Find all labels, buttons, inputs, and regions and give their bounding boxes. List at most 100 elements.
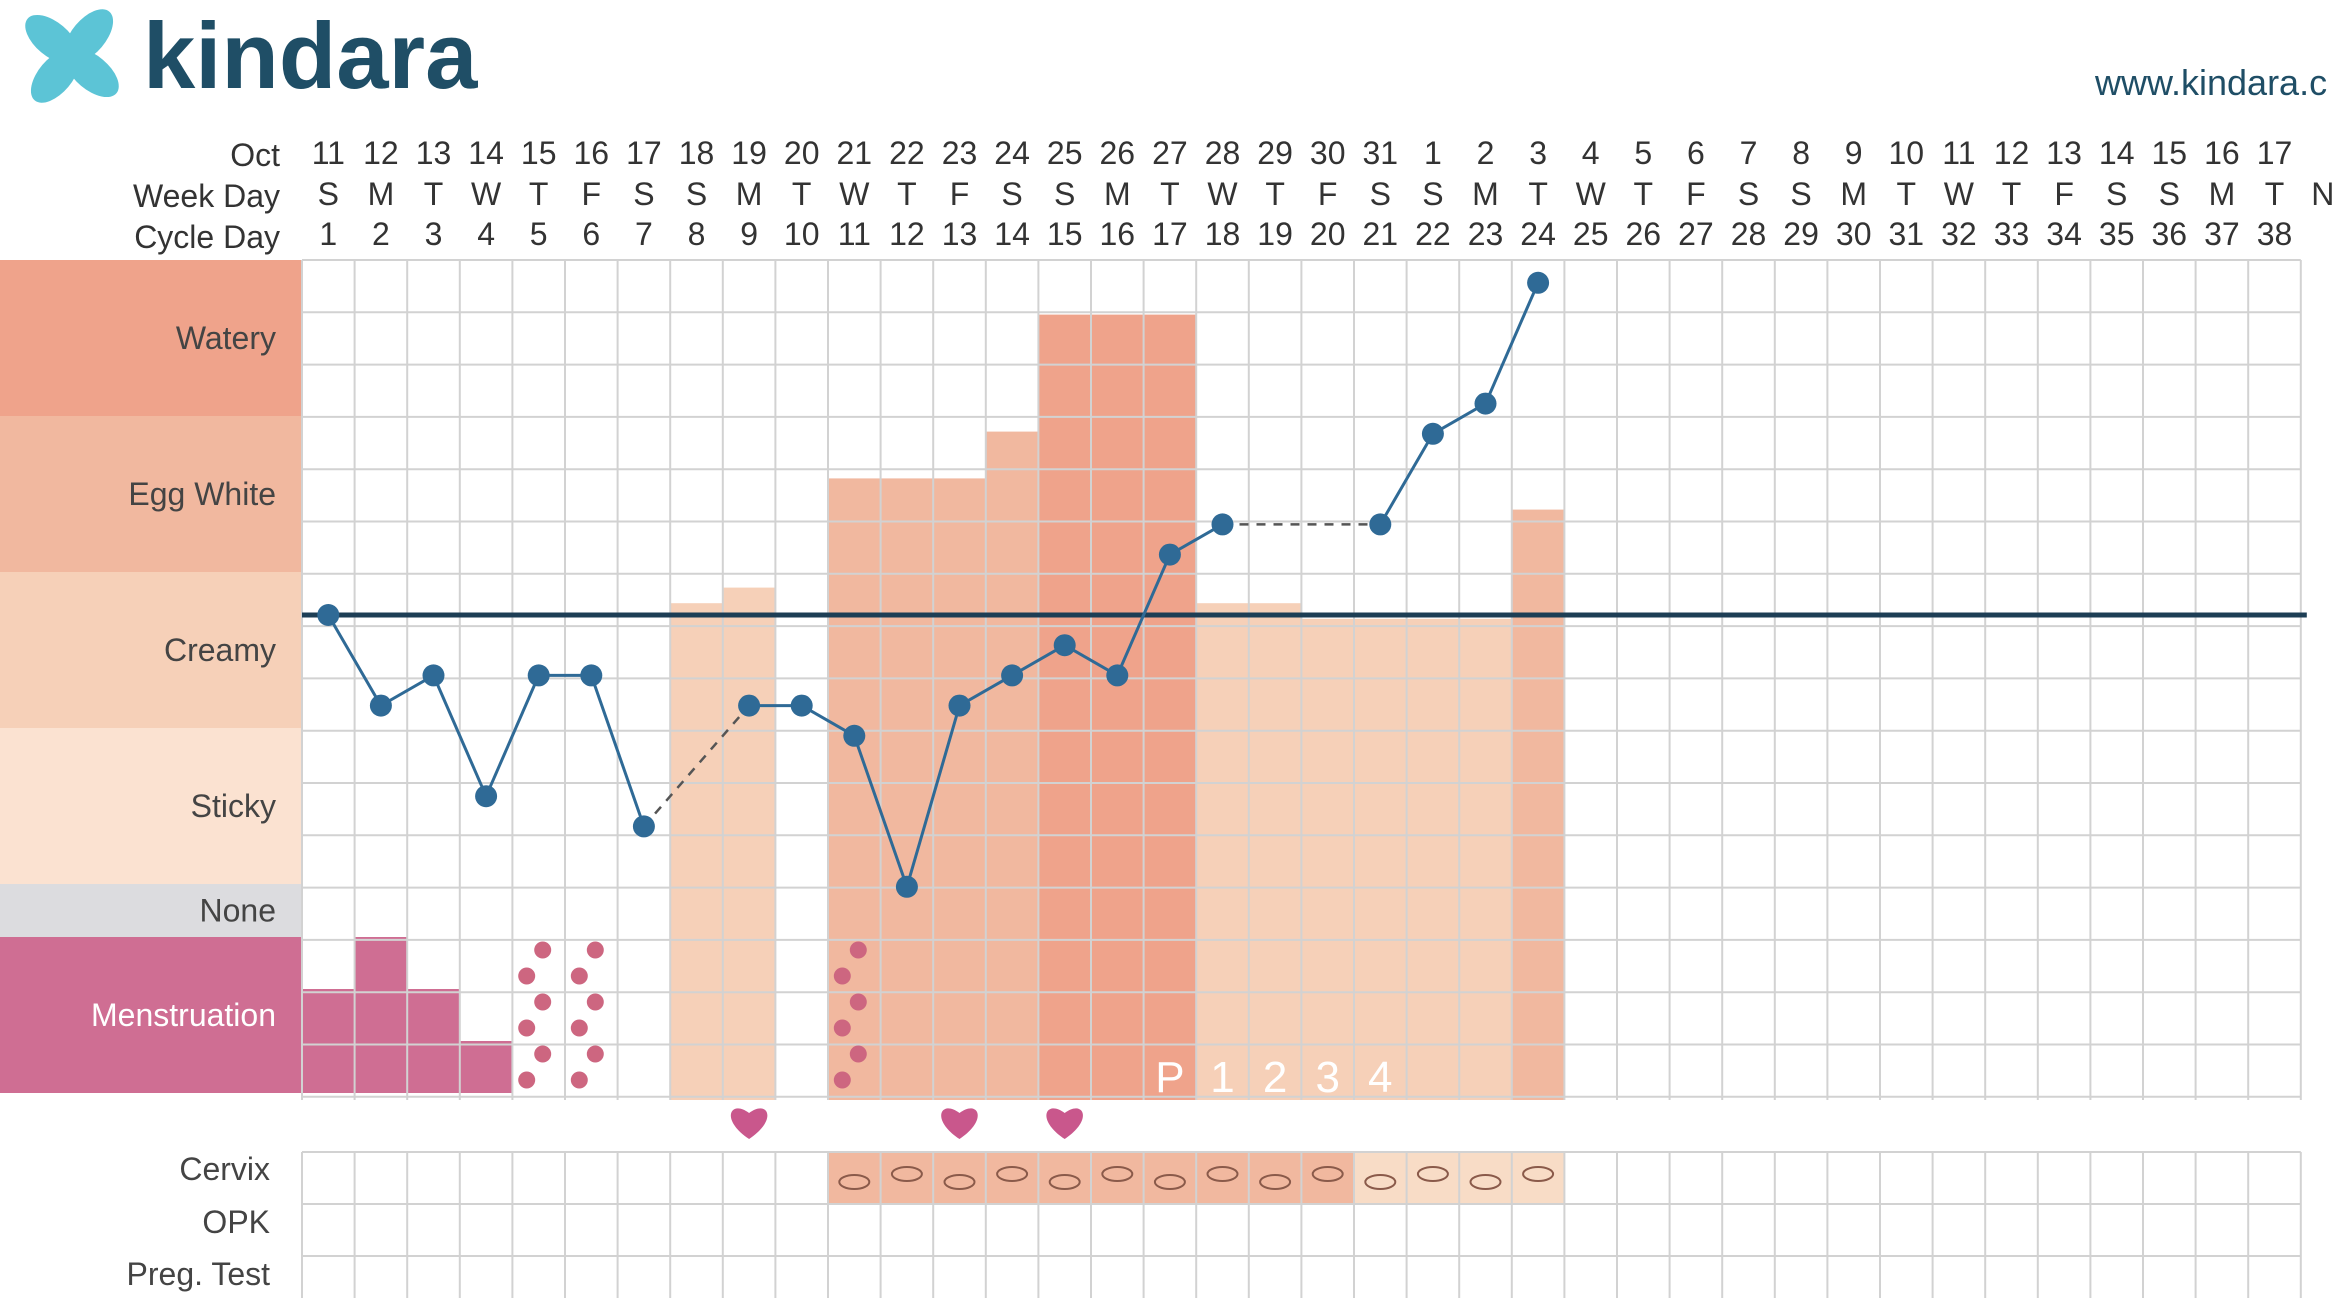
fluid-bar — [1091, 314, 1144, 1101]
date-label: 4 — [1582, 135, 1600, 171]
date-label: 1 — [1424, 135, 1442, 171]
cervix-cell — [985, 1152, 1039, 1204]
cycle-day-label: 10 — [784, 216, 820, 252]
weekday-label: S — [686, 176, 707, 212]
temperature-segment — [589, 674, 646, 827]
peak-label: P — [1155, 1053, 1184, 1102]
cycle-day-label: 24 — [1520, 216, 1556, 252]
spotting-dot — [518, 1071, 536, 1089]
spotting-dot — [833, 1071, 851, 1089]
cervix-mark — [1416, 1166, 1449, 1182]
fluid-bar — [985, 431, 1039, 1101]
cervix-cell — [828, 1152, 881, 1204]
bottom-label: OPK — [202, 1204, 270, 1240]
spotting-dot — [849, 993, 867, 1011]
menstruation-bar — [459, 1041, 513, 1093]
spotting-dot — [534, 1045, 552, 1063]
date-label: 7 — [1740, 135, 1758, 171]
date-label: 12 — [1994, 135, 2030, 171]
legend-label: None — [200, 893, 277, 929]
cervix-cell — [1143, 1152, 1197, 1204]
date-label: 31 — [1363, 135, 1399, 171]
weekday-label: S — [1370, 176, 1391, 212]
fluid-bar — [880, 478, 934, 1100]
temperature-point — [843, 724, 866, 747]
cycle-day-label: 23 — [1468, 216, 1504, 252]
cycle-day-label: 30 — [1836, 216, 1872, 252]
spotting-dot — [518, 967, 536, 985]
bottom-label: Preg. Test — [127, 1256, 271, 1292]
grid — [301, 259, 2302, 1298]
weekday-label: T — [792, 176, 812, 212]
cycle-day-label: 19 — [1257, 216, 1293, 252]
temperature-point — [527, 664, 550, 687]
legend-label: Watery — [176, 320, 276, 356]
cervix-mark — [1364, 1174, 1397, 1190]
cycle-day-label: 21 — [1363, 216, 1399, 252]
temperature-segment — [1115, 554, 1172, 676]
spotting-dot — [570, 967, 588, 985]
fluid-bar — [1511, 509, 1565, 1101]
temperature-point — [895, 875, 918, 898]
weekday-label: M — [1840, 176, 1867, 212]
date-label: 20 — [784, 135, 820, 171]
kindara-logo-icon — [25, 9, 119, 103]
cycle-day-label: 20 — [1310, 216, 1346, 252]
temperature-point — [1158, 543, 1181, 566]
fluid-bar — [1459, 618, 1512, 1100]
weekday-label: F — [2054, 176, 2074, 212]
spotting-dot — [534, 941, 552, 959]
temperature-point — [317, 604, 340, 626]
weekday-label: T — [1528, 176, 1548, 212]
cervix-cell — [1354, 1152, 1407, 1204]
cycle-day-label: 8 — [688, 216, 706, 252]
temperature-point — [369, 694, 392, 717]
date-label: 15 — [521, 135, 557, 171]
weekday-label: T — [897, 176, 917, 212]
cervix-cells — [828, 1152, 1565, 1204]
date-label: 9 — [1845, 135, 1863, 171]
cervix-cell — [1459, 1152, 1512, 1204]
weekday-label: T — [2265, 176, 2285, 212]
cervix-mark — [1048, 1174, 1081, 1190]
legend-block-none — [0, 884, 302, 937]
weekday-label: W — [1576, 176, 1607, 212]
cycle-day-label: 28 — [1731, 216, 1767, 252]
cervix-cell — [1406, 1152, 1460, 1204]
cervix-cell — [1038, 1152, 1091, 1204]
date-label: 13 — [416, 135, 452, 171]
legend-label: Creamy — [164, 632, 276, 668]
legend-label: Sticky — [191, 788, 276, 824]
spotting-dot — [570, 1019, 588, 1037]
cervix-mark — [838, 1174, 871, 1190]
date-label: 17 — [2257, 135, 2293, 171]
brand-url[interactable]: www.kindara.c — [2094, 62, 2327, 103]
logo-petal-icon — [25, 14, 79, 64]
peak-label: 4 — [1368, 1053, 1392, 1102]
temperature-point — [1527, 271, 1550, 294]
heart-icon — [1046, 1108, 1083, 1139]
date-label: 22 — [889, 135, 925, 171]
cycle-day-label: 31 — [1889, 216, 1925, 252]
weekday-label: M — [736, 176, 763, 212]
date-label: 8 — [1792, 135, 1810, 171]
cervix-mark — [1311, 1166, 1344, 1182]
cycle-day-label: 14 — [994, 216, 1030, 252]
weekday-label: F — [582, 176, 602, 212]
month-label: Oct — [230, 137, 280, 173]
temperature-point — [948, 694, 971, 717]
spotting-dot — [833, 967, 851, 985]
weekday-label: F — [1686, 176, 1706, 212]
menstruation-bar — [302, 989, 355, 1093]
cervix-mark — [1206, 1166, 1239, 1182]
legend-block-menstruation — [0, 937, 302, 1093]
temperature-point — [475, 785, 498, 808]
peak-label: 3 — [1315, 1053, 1339, 1102]
date-label: 2 — [1477, 135, 1495, 171]
spotting-dots — [518, 941, 867, 1089]
weekday-label: F — [1318, 176, 1338, 212]
weekday-label: W — [471, 176, 502, 212]
cycle-day-label: 29 — [1783, 216, 1819, 252]
cycle-day-label: 22 — [1415, 216, 1451, 252]
